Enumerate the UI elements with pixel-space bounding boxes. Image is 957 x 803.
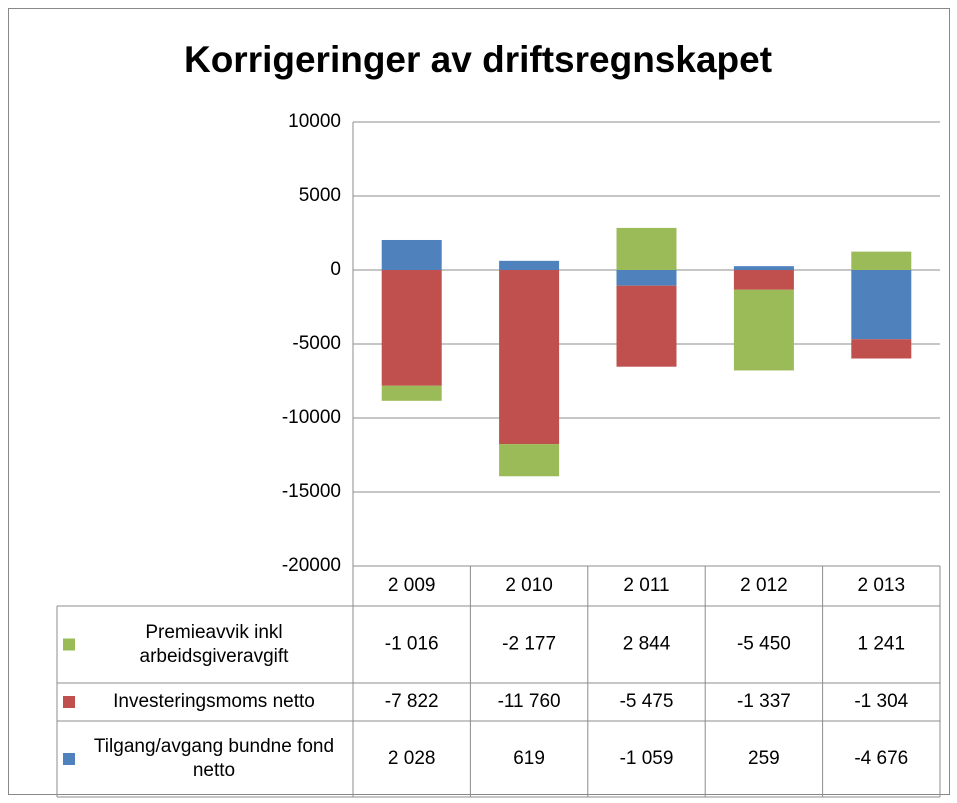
data-label: -2 177 — [502, 634, 556, 655]
x-tick-label: 2 012 — [740, 575, 788, 596]
y-tick-label: 5000 — [299, 185, 341, 206]
data-label: -7 822 — [385, 691, 439, 712]
chart-border — [8, 8, 950, 795]
data-label: -5 450 — [737, 634, 791, 655]
bar-segment — [381, 239, 442, 270]
bar-segment — [733, 270, 794, 290]
bar-segment — [851, 270, 912, 340]
x-tick-label: 2 009 — [388, 575, 436, 596]
legend-label: Investeringsmoms netto — [113, 691, 315, 712]
bar-segment — [499, 270, 560, 445]
y-tick-label: -20000 — [282, 555, 341, 576]
data-label: 2 028 — [388, 748, 436, 769]
bar-segment — [499, 260, 560, 270]
data-label: -1 304 — [854, 691, 908, 712]
legend-label: Premieavvik inkl arbeidsgiveravgift — [139, 621, 289, 667]
bar-segment — [616, 285, 677, 367]
y-tick-label: 10000 — [288, 111, 341, 132]
data-label: -4 676 — [854, 748, 908, 769]
data-label: 2 844 — [623, 634, 671, 655]
x-tick-label: 2 013 — [858, 575, 906, 596]
bar-segment — [851, 339, 912, 359]
data-label: 259 — [748, 748, 780, 769]
bar-segment — [381, 270, 442, 386]
x-tick-label: 2 010 — [505, 575, 553, 596]
chart-title: Korrigeringer av driftsregnskapet — [184, 39, 772, 80]
bar-segment — [851, 251, 912, 270]
legend-swatch — [63, 638, 75, 651]
data-label: -1 059 — [620, 748, 674, 769]
bar-segment — [616, 270, 677, 286]
data-label: 619 — [513, 748, 545, 769]
y-tick-label: 0 — [330, 259, 341, 280]
y-tick-label: -10000 — [282, 407, 341, 428]
bar-segment — [616, 227, 677, 270]
y-tick-label: -15000 — [282, 481, 341, 502]
x-tick-label: 2 011 — [623, 575, 669, 596]
bar-segment — [499, 444, 560, 477]
data-label: -1 016 — [385, 634, 439, 655]
legend-label-box: Tilgang/avgang bundne fond netto — [93, 736, 335, 781]
data-label: -11 760 — [498, 691, 561, 712]
bar-segment — [381, 385, 442, 401]
data-label: -1 337 — [737, 691, 791, 712]
legend-label: Tilgang/avgang bundne fond netto — [93, 736, 335, 781]
bar-segment — [733, 266, 794, 270]
data-label: -5 475 — [620, 691, 674, 712]
legend-label-box: Investeringsmoms netto — [113, 691, 315, 712]
bar-segment — [733, 289, 794, 371]
data-label: 1 241 — [858, 634, 906, 655]
legend-swatch — [63, 696, 75, 708]
legend-label-box: Premieavvik inkl arbeidsgiveravgift — [139, 621, 289, 667]
y-tick-label: -5000 — [292, 333, 341, 354]
legend-swatch — [63, 753, 75, 765]
